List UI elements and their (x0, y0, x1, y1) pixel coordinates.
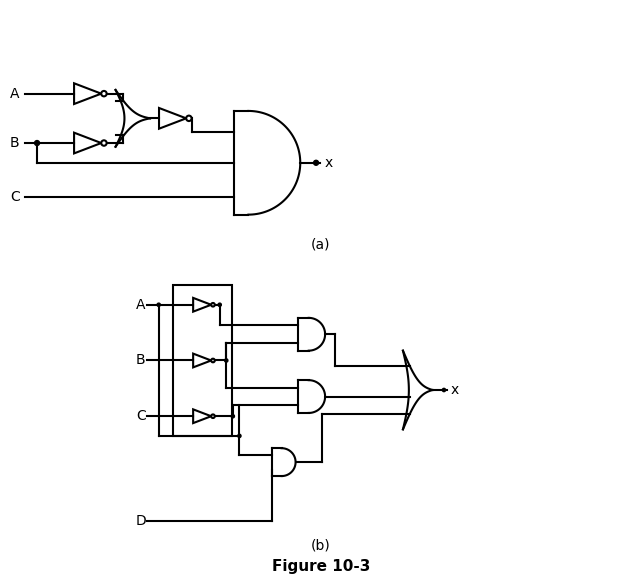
Text: D: D (135, 514, 146, 528)
Text: B: B (136, 354, 146, 368)
Text: x: x (325, 156, 333, 170)
Circle shape (442, 388, 446, 392)
Text: C: C (10, 190, 20, 204)
Text: B: B (10, 136, 20, 150)
Circle shape (313, 160, 318, 165)
Text: A: A (136, 298, 146, 312)
Circle shape (225, 359, 228, 362)
Circle shape (238, 434, 241, 437)
Text: (b): (b) (311, 539, 331, 553)
Bar (173, 285, 232, 436)
Circle shape (218, 303, 221, 306)
Circle shape (231, 415, 234, 418)
Text: x: x (451, 383, 459, 397)
Text: C: C (136, 409, 146, 423)
Text: Figure 10-3: Figure 10-3 (272, 559, 370, 574)
Circle shape (157, 303, 160, 306)
Circle shape (35, 141, 40, 145)
Text: (a): (a) (311, 237, 331, 251)
Text: A: A (10, 87, 19, 100)
